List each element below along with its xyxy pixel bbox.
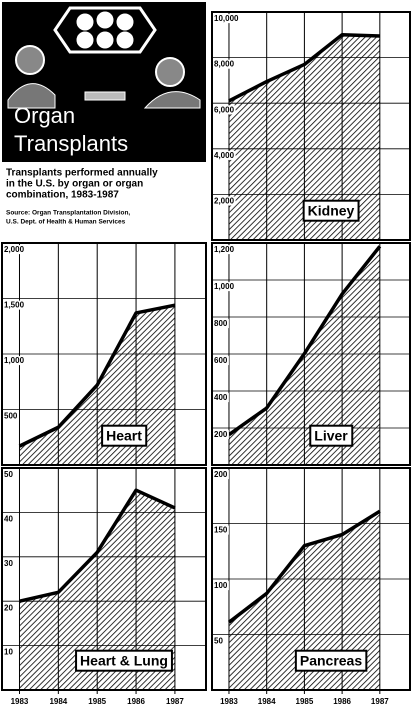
- source: U.S. Dept. of Health & Human Services: [6, 219, 126, 226]
- y-tick-label: 10: [4, 648, 13, 657]
- x-tick-label: 1983: [11, 697, 29, 706]
- y-tick-label: 8,000: [214, 60, 235, 69]
- panel-label: Heart: [106, 428, 142, 444]
- chart: Organ Transplants Transplants performed …: [0, 0, 417, 721]
- y-tick-label: 1,200: [214, 245, 235, 254]
- subtitle: in the U.S. by organ or organ: [6, 179, 143, 190]
- title: Organ: [14, 103, 75, 128]
- y-tick-label: 50: [4, 470, 13, 479]
- y-tick-label: 50: [214, 637, 223, 646]
- y-tick-label: 2,000: [214, 197, 235, 206]
- header: Organ Transplants Transplants performed …: [2, 2, 206, 226]
- y-tick-label: 100: [214, 581, 228, 590]
- x-tick-label: 1987: [166, 697, 184, 706]
- y-tick-label: 6,000: [214, 105, 235, 114]
- source: Source: Organ Transplantation Division,: [6, 210, 130, 217]
- y-tick-label: 1,000: [214, 282, 235, 291]
- subtitle: Transplants performed annually: [6, 168, 158, 179]
- x-tick-label: 1987: [371, 697, 389, 706]
- y-tick-label: 200: [214, 430, 228, 439]
- y-tick-label: 1,500: [4, 301, 25, 310]
- y-tick-label: 200: [214, 470, 228, 479]
- x-tick-label: 1983: [220, 697, 238, 706]
- panel-label: Heart & Lung: [80, 653, 168, 669]
- x-tick-label: 1984: [49, 697, 67, 706]
- panel-label: Liver: [314, 428, 348, 444]
- y-tick-label: 800: [214, 319, 228, 328]
- x-tick-label: 1986: [333, 697, 351, 706]
- y-tick-label: 1,000: [4, 356, 25, 365]
- y-tick-label: 2,000: [4, 245, 25, 254]
- y-tick-label: 150: [214, 526, 228, 535]
- y-tick-label: 4,000: [214, 151, 235, 160]
- x-tick-label: 1985: [296, 697, 314, 706]
- y-tick-label: 40: [4, 515, 13, 524]
- x-tick-label: 1986: [127, 697, 145, 706]
- y-tick-label: 30: [4, 559, 13, 568]
- y-tick-label: 600: [214, 356, 228, 365]
- x-tick-label: 1984: [258, 697, 276, 706]
- title: Transplants: [14, 131, 128, 156]
- subtitle: combination, 1983-1987: [6, 190, 119, 201]
- x-tick-label: 1985: [88, 697, 106, 706]
- panel-label: Pancreas: [300, 653, 362, 669]
- y-tick-label: 500: [4, 412, 18, 421]
- panel-label: Kidney: [308, 203, 355, 219]
- y-tick-label: 10,000: [214, 14, 239, 23]
- y-tick-label: 20: [4, 603, 13, 612]
- y-tick-label: 400: [214, 393, 228, 402]
